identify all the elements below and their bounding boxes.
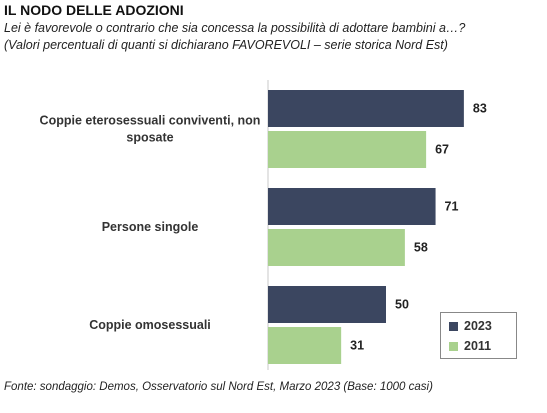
legend-item-2011: 2011 (449, 339, 491, 353)
category-label-0-0: Coppie eterosessuali conviventi, non (40, 114, 261, 128)
category-label-2-0: Coppie omosessuali (89, 318, 211, 332)
bar-chart: 83 67 Coppie eterosessuali conviventi, non… (40, 80, 487, 370)
data-label-2023-2: 50 (395, 298, 409, 312)
bar-2011-1 (268, 229, 405, 266)
data-label-2011-0: 67 (435, 143, 449, 157)
chart-subtitle: Lei è favorevole o contrario che sia con… (4, 20, 544, 54)
data-label-2023-0: 83 (473, 102, 487, 116)
data-label-2011-2: 31 (350, 339, 364, 353)
legend-swatch-2023 (449, 322, 458, 332)
bar-2011-2 (268, 327, 342, 364)
subtitle-line-1: Lei è favorevole o contrario che sia con… (4, 21, 466, 35)
data-label-2011-1: 58 (414, 241, 428, 255)
bar-2023-0 (268, 90, 464, 127)
legend-swatch-2011 (449, 342, 458, 352)
legend-label-2011: 2011 (464, 339, 492, 353)
source-note: Fonte: sondaggio: Demos, Osservatorio su… (4, 381, 433, 393)
chart-legend: 2023 2011 (440, 312, 517, 359)
bar-2023-1 (268, 188, 436, 225)
bar-2023-2 (268, 286, 386, 323)
category-label-1-0: Persone singole (102, 220, 199, 234)
category-label-0-1: sposate (126, 131, 173, 145)
data-label-2023-1: 71 (445, 200, 459, 214)
chart-title: IL NODO DELLE ADOZIONI (4, 2, 184, 18)
bar-2011-0 (268, 131, 427, 168)
subtitle-line-2: (Valori percentuali di quanti si dichiar… (4, 38, 448, 52)
legend-label-2023: 2023 (464, 319, 492, 333)
legend-item-2023: 2023 (449, 319, 492, 333)
